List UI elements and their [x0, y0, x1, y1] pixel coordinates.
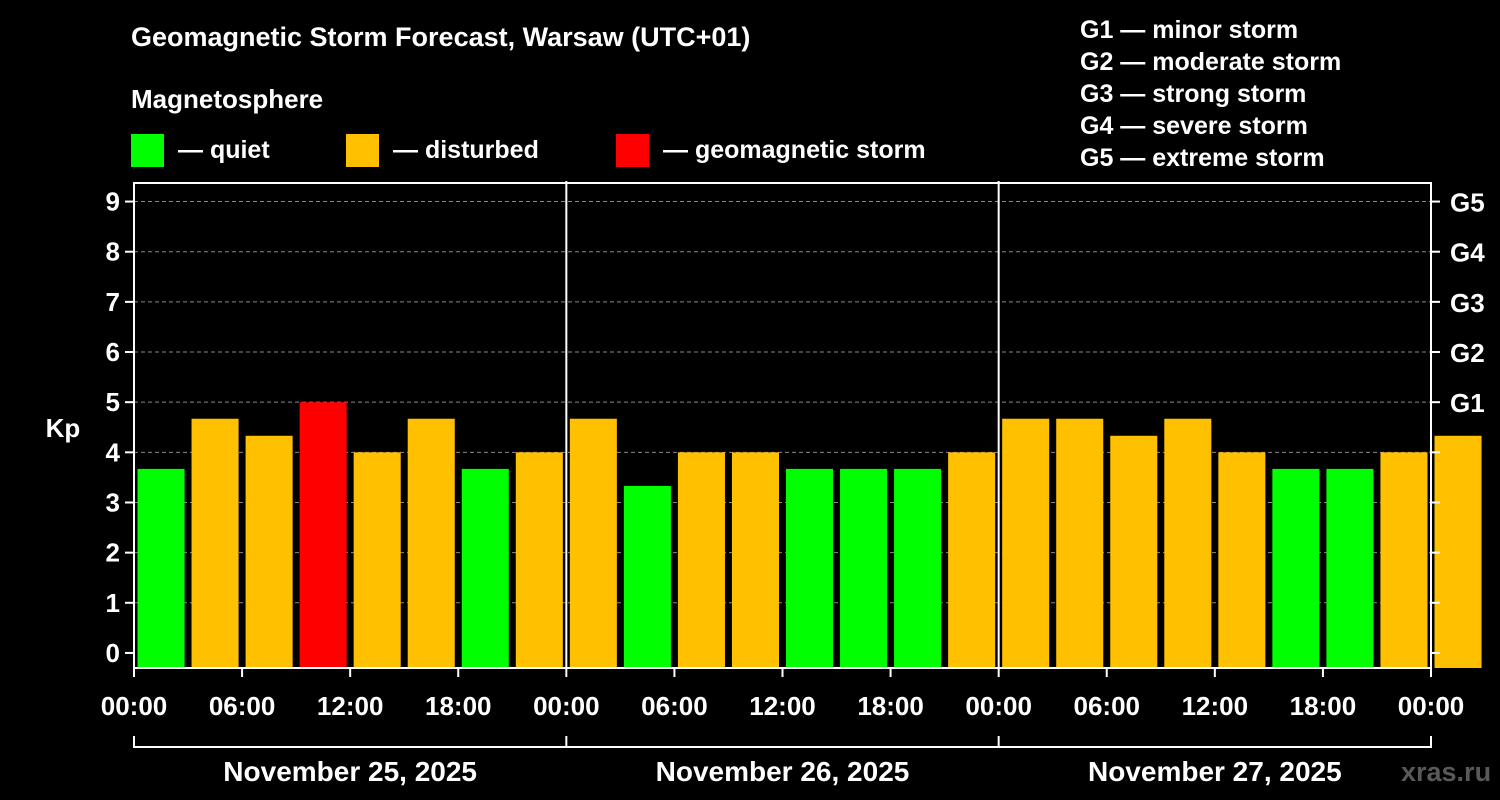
g-tick-label: G5 — [1450, 188, 1485, 218]
kp-bar — [677, 452, 725, 668]
kp-bar — [1272, 468, 1320, 668]
day-label: November 26, 2025 — [656, 756, 910, 787]
y-tick-label: 5 — [106, 387, 120, 417]
kp-bar — [245, 435, 293, 668]
kp-bar — [1110, 435, 1158, 668]
kp-bar — [1218, 452, 1266, 668]
legend-disturbed: — disturbed — [346, 133, 539, 167]
x-tick-label: 00:00 — [101, 691, 168, 721]
kp-bar — [191, 418, 239, 668]
g-legend-g3: G3 — strong storm — [1080, 80, 1307, 108]
legend-disturbed-swatch — [346, 133, 379, 167]
x-tick-label: 12:00 — [317, 691, 384, 721]
y-tick-label: 0 — [106, 638, 120, 668]
legend-quiet-swatch — [131, 133, 164, 167]
legend-disturbed-label: — disturbed — [393, 135, 539, 164]
x-tick-label: 06:00 — [209, 691, 276, 721]
kp-bar — [948, 452, 996, 668]
y-tick-label: 2 — [106, 538, 120, 568]
legend-storm: — geomagnetic storm — [616, 133, 926, 167]
kp-bar — [299, 402, 347, 668]
g-legend-g2: G2 — moderate storm — [1080, 48, 1342, 76]
legend-quiet-label: — quiet — [178, 135, 270, 164]
y-tick-label: 8 — [106, 237, 120, 267]
x-tick-label: 06:00 — [641, 691, 708, 721]
kp-bar — [1002, 418, 1050, 668]
g-legend-g4: G4 — severe storm — [1080, 112, 1308, 140]
x-tick-label: 18:00 — [1290, 691, 1357, 721]
y-axis-label: Kp — [46, 413, 81, 443]
g-legend-g1: G1 — minor storm — [1080, 16, 1299, 44]
y-tick-label: 4 — [106, 437, 121, 467]
y-tick-label: 3 — [106, 487, 120, 517]
kp-bar — [1056, 418, 1104, 668]
kp-bar — [623, 485, 671, 668]
g-tick-label: G1 — [1450, 388, 1485, 418]
x-tick-label: 00:00 — [965, 691, 1032, 721]
kp-bar — [1164, 418, 1212, 668]
kp-bar — [353, 452, 401, 668]
chart-title: Geomagnetic Storm Forecast, Warsaw (UTC+… — [131, 22, 751, 52]
kp-bar — [894, 468, 942, 668]
g-legend-g5: G5 — extreme storm — [1080, 144, 1325, 172]
day-label: November 25, 2025 — [223, 756, 477, 787]
y-tick-label: 7 — [106, 287, 120, 317]
kp-bar — [840, 468, 888, 668]
x-tick-label: 00:00 — [533, 691, 600, 721]
kp-bar — [407, 418, 455, 668]
y-tick-label: 6 — [106, 337, 120, 367]
kp-bar — [786, 468, 834, 668]
watermark: xras.ru — [1401, 757, 1492, 787]
kp-bar — [569, 418, 617, 668]
x-tick-label: 00:00 — [1398, 691, 1465, 721]
g-tick-label: G4 — [1450, 238, 1485, 268]
kp-bar — [515, 452, 563, 668]
g-scale-legend: G1 — minor storm G2 — moderate storm G3 … — [1080, 14, 1341, 174]
x-tick-label: 18:00 — [425, 691, 492, 721]
kp-bar — [1380, 452, 1428, 668]
x-tick-label: 12:00 — [1182, 691, 1249, 721]
kp-bar — [137, 468, 185, 668]
magnetosphere-label: Magnetosphere — [131, 84, 324, 114]
kp-bar — [461, 468, 509, 668]
legend-storm-label: — geomagnetic storm — [663, 135, 926, 164]
x-tick-label: 18:00 — [857, 691, 924, 721]
kp-bar — [1434, 435, 1482, 668]
x-tick-label: 12:00 — [749, 691, 816, 721]
y-tick-label: 9 — [106, 187, 120, 217]
g-tick-label: G3 — [1450, 288, 1485, 318]
legend-storm-swatch — [616, 133, 649, 167]
x-tick-label: 06:00 — [1074, 691, 1141, 721]
g-tick-label: G2 — [1450, 338, 1485, 368]
day-label: November 27, 2025 — [1088, 756, 1342, 787]
kp-bar — [731, 452, 779, 668]
legend-quiet: — quiet — [131, 133, 270, 167]
y-tick-label: 1 — [106, 588, 120, 618]
kp-bar — [1326, 468, 1374, 668]
